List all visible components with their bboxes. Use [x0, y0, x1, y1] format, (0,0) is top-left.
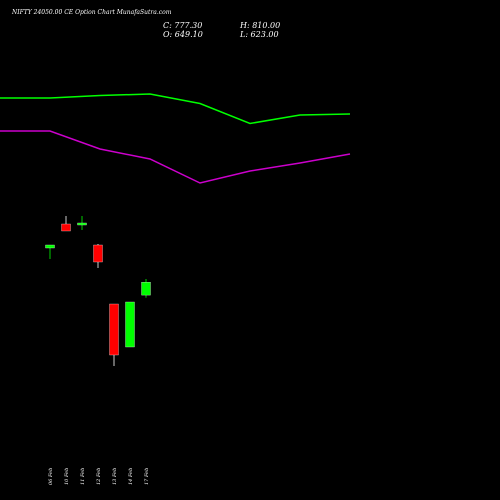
high-value: H: 810.00 [240, 21, 281, 30]
x-tick-label: 13 Feb [112, 468, 118, 485]
candle-body-7 [141, 282, 151, 296]
candle-body-3 [77, 222, 87, 226]
low-value: L: 623.00 [240, 30, 279, 39]
x-tick-label: 06 Feb [48, 468, 54, 485]
candle-body-1 [45, 244, 55, 249]
close-value: C: 777.30 [163, 21, 203, 30]
x-tick-label: 12 Feb [96, 468, 102, 485]
candle-body-4 [93, 244, 103, 263]
x-tick-label: 14 Feb [128, 468, 134, 485]
open-value: O: 649.10 [163, 30, 203, 39]
x-tick-label: 17 Feb [144, 468, 150, 485]
series-line-2 [0, 130, 351, 184]
candle-body-5 [109, 303, 119, 356]
x-tick-label: 11 Feb [80, 468, 86, 485]
candle-body-2 [61, 223, 71, 232]
candle-body-6 [125, 301, 135, 348]
x-tick-label: 10 Feb [64, 468, 70, 485]
series-line-1 [0, 93, 351, 125]
chart-title: NIFTY 24050.00 CE Option Chart MunafaSut… [12, 9, 172, 16]
